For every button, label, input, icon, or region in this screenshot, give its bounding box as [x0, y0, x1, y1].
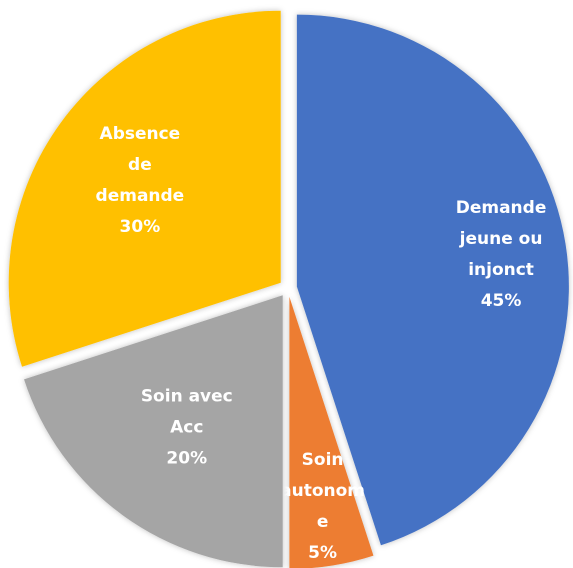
- slice-value-label: 5%: [308, 543, 337, 563]
- slice-label: Demande jeune ou injonct: [456, 198, 547, 280]
- slice-value-label: 20%: [166, 448, 207, 468]
- pie-slice: [8, 10, 281, 367]
- slice-label: Absence de demande: [96, 124, 185, 206]
- pie-slice: [289, 296, 374, 568]
- slice-label: Soin avec Acc: [141, 386, 233, 437]
- pie-slice: [24, 295, 283, 568]
- slice-value-label: 45%: [481, 291, 522, 311]
- pie-slice: [296, 14, 569, 546]
- slice-label: Soin autonom e: [280, 450, 365, 532]
- slice-value-label: 30%: [120, 217, 161, 237]
